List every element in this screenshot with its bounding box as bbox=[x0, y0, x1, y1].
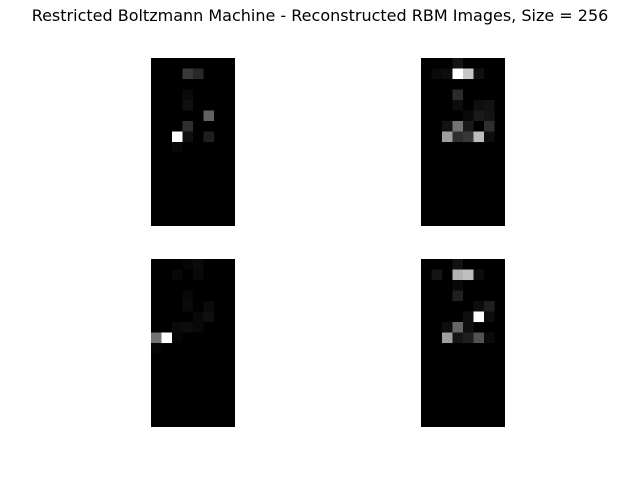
heatmap-cell bbox=[484, 332, 495, 344]
heatmap-cell bbox=[172, 131, 183, 143]
heatmap-cell bbox=[431, 68, 443, 80]
heatmap-cell bbox=[442, 322, 453, 333]
image-panel-3 bbox=[151, 259, 235, 427]
heatmap-cell bbox=[172, 322, 183, 333]
heatmap-cell bbox=[182, 121, 194, 132]
heatmap-cell bbox=[484, 110, 495, 122]
heatmap-cell bbox=[473, 269, 485, 281]
heatmap-cell bbox=[193, 259, 204, 270]
heatmap-cell bbox=[473, 110, 485, 122]
heatmap-cell bbox=[463, 311, 474, 323]
image-panel-1-canvas bbox=[151, 58, 235, 226]
heatmap-cell bbox=[452, 322, 464, 333]
heatmap-cell bbox=[203, 311, 215, 323]
heatmap-cell bbox=[452, 100, 464, 111]
heatmap-cell bbox=[182, 290, 194, 302]
heatmap-cell bbox=[193, 322, 204, 333]
heatmap-cell bbox=[452, 68, 464, 80]
heatmap-cell bbox=[473, 68, 485, 80]
heatmap-cell bbox=[203, 131, 215, 143]
heatmap-cell bbox=[172, 332, 183, 344]
heatmap-cell bbox=[484, 100, 495, 111]
heatmap-cell bbox=[151, 343, 162, 354]
heatmap-cell bbox=[463, 332, 474, 344]
heatmap-cell bbox=[182, 131, 194, 143]
heatmap-cell bbox=[182, 301, 194, 312]
heatmap-cell bbox=[193, 269, 204, 281]
heatmap-cell bbox=[442, 332, 453, 344]
heatmap-cell bbox=[182, 89, 194, 101]
heatmap-cell bbox=[442, 121, 453, 132]
heatmap-cell bbox=[463, 269, 474, 281]
heatmap-cell bbox=[172, 142, 183, 153]
heatmap-cell bbox=[463, 121, 474, 132]
heatmap-cell bbox=[431, 269, 443, 281]
heatmap-cell bbox=[463, 68, 474, 80]
heatmap-cell bbox=[193, 68, 204, 80]
heatmap-cell bbox=[172, 269, 183, 281]
heatmap-cell bbox=[151, 332, 162, 344]
heatmap-cell bbox=[452, 131, 464, 143]
heatmap-cell bbox=[452, 58, 464, 69]
heatmap-cell bbox=[182, 259, 194, 270]
heatmap-cell bbox=[203, 301, 215, 312]
heatmap-cell bbox=[442, 131, 453, 143]
heatmap-cell bbox=[484, 121, 495, 132]
heatmap-cell bbox=[442, 68, 453, 80]
image-panel-4 bbox=[421, 259, 505, 427]
heatmap-cell bbox=[473, 301, 485, 312]
heatmap-cell bbox=[473, 100, 485, 111]
heatmap-cell bbox=[203, 110, 215, 122]
image-panel-1 bbox=[151, 58, 235, 226]
heatmap-cell bbox=[452, 290, 464, 302]
image-panel-4-canvas bbox=[421, 259, 505, 427]
heatmap-cell bbox=[161, 332, 173, 344]
heatmap-cell bbox=[484, 311, 495, 323]
heatmap-cell bbox=[182, 322, 194, 333]
heatmap-cell bbox=[473, 332, 485, 344]
heatmap-cell bbox=[182, 100, 194, 111]
heatmap-cell bbox=[452, 332, 464, 344]
heatmap-cell bbox=[452, 269, 464, 281]
heatmap-cell bbox=[463, 110, 474, 122]
heatmap-cell bbox=[182, 68, 194, 80]
heatmap-cell bbox=[452, 259, 464, 270]
heatmap-cell bbox=[473, 311, 485, 323]
heatmap-cell bbox=[484, 301, 495, 312]
heatmap-cell bbox=[463, 131, 474, 143]
image-panel-2-canvas bbox=[421, 58, 505, 226]
image-panel-2 bbox=[421, 58, 505, 226]
heatmap-cell bbox=[193, 311, 204, 323]
heatmap-cell bbox=[452, 280, 464, 291]
heatmap-cell bbox=[473, 131, 485, 143]
heatmap-cell bbox=[463, 322, 474, 333]
heatmap-cell bbox=[452, 121, 464, 132]
heatmap-cell bbox=[452, 89, 464, 101]
heatmap-cell bbox=[484, 131, 495, 143]
image-panel-3-canvas bbox=[151, 259, 235, 427]
figure-title: Restricted Boltzmann Machine - Reconstru… bbox=[31, 6, 609, 25]
